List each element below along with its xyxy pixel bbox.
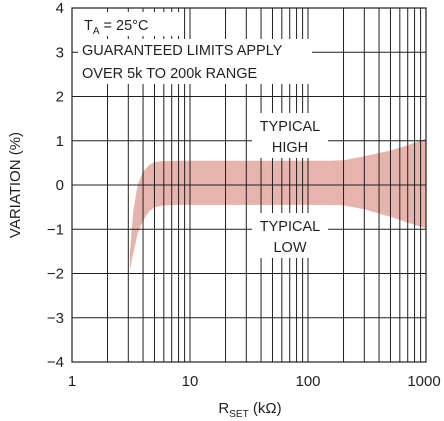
annotation-box-typical-high [252,113,328,158]
y-tick-label: 4 [56,0,64,17]
y-tick-label: −3 [47,310,64,327]
annotation-box-temperature [78,12,180,36]
annotation-box-limits [78,39,312,84]
annotation-typical-low-1: TYPICAL [260,219,320,235]
y-tick-label: 2 [56,89,64,106]
annotation-typical-high-1: TYPICAL [260,119,320,135]
x-tick-label: 1000 [407,373,440,390]
annotation-temperature: TA = 25°C [84,18,148,37]
y-tick-labels: −4 −3 −2 −1 0 1 2 3 4 [47,0,64,371]
annotation-typical-low-2: LOW [273,240,306,256]
y-axis-label: VARIATION (%) [7,132,24,238]
y-tick-label: 0 [56,177,64,194]
y-tick-label: −2 [47,266,64,283]
x-tick-labels: 1 10 100 1000 [68,373,441,390]
y-tick-label: 3 [56,44,64,61]
y-tick-label: −4 [47,354,64,371]
y-tick-label: 1 [56,133,64,150]
annotation-typical-high-2: HIGH [272,140,308,156]
variation-band [130,138,426,270]
y-tick-label: −1 [47,221,64,238]
annotation-limits-line2: OVER 5k TO 200k RANGE [82,66,257,82]
x-tick-label: 1 [68,373,76,390]
x-axis-label: RSET (kΩ) [218,400,281,420]
annotation-box-typical-low [252,213,328,258]
x-tick-label: 100 [295,373,320,390]
plot-frame [71,7,427,363]
annotation-limits-line1: GUARANTEED LIMITS APPLY [82,43,283,59]
x-tick-label: 10 [182,373,199,390]
